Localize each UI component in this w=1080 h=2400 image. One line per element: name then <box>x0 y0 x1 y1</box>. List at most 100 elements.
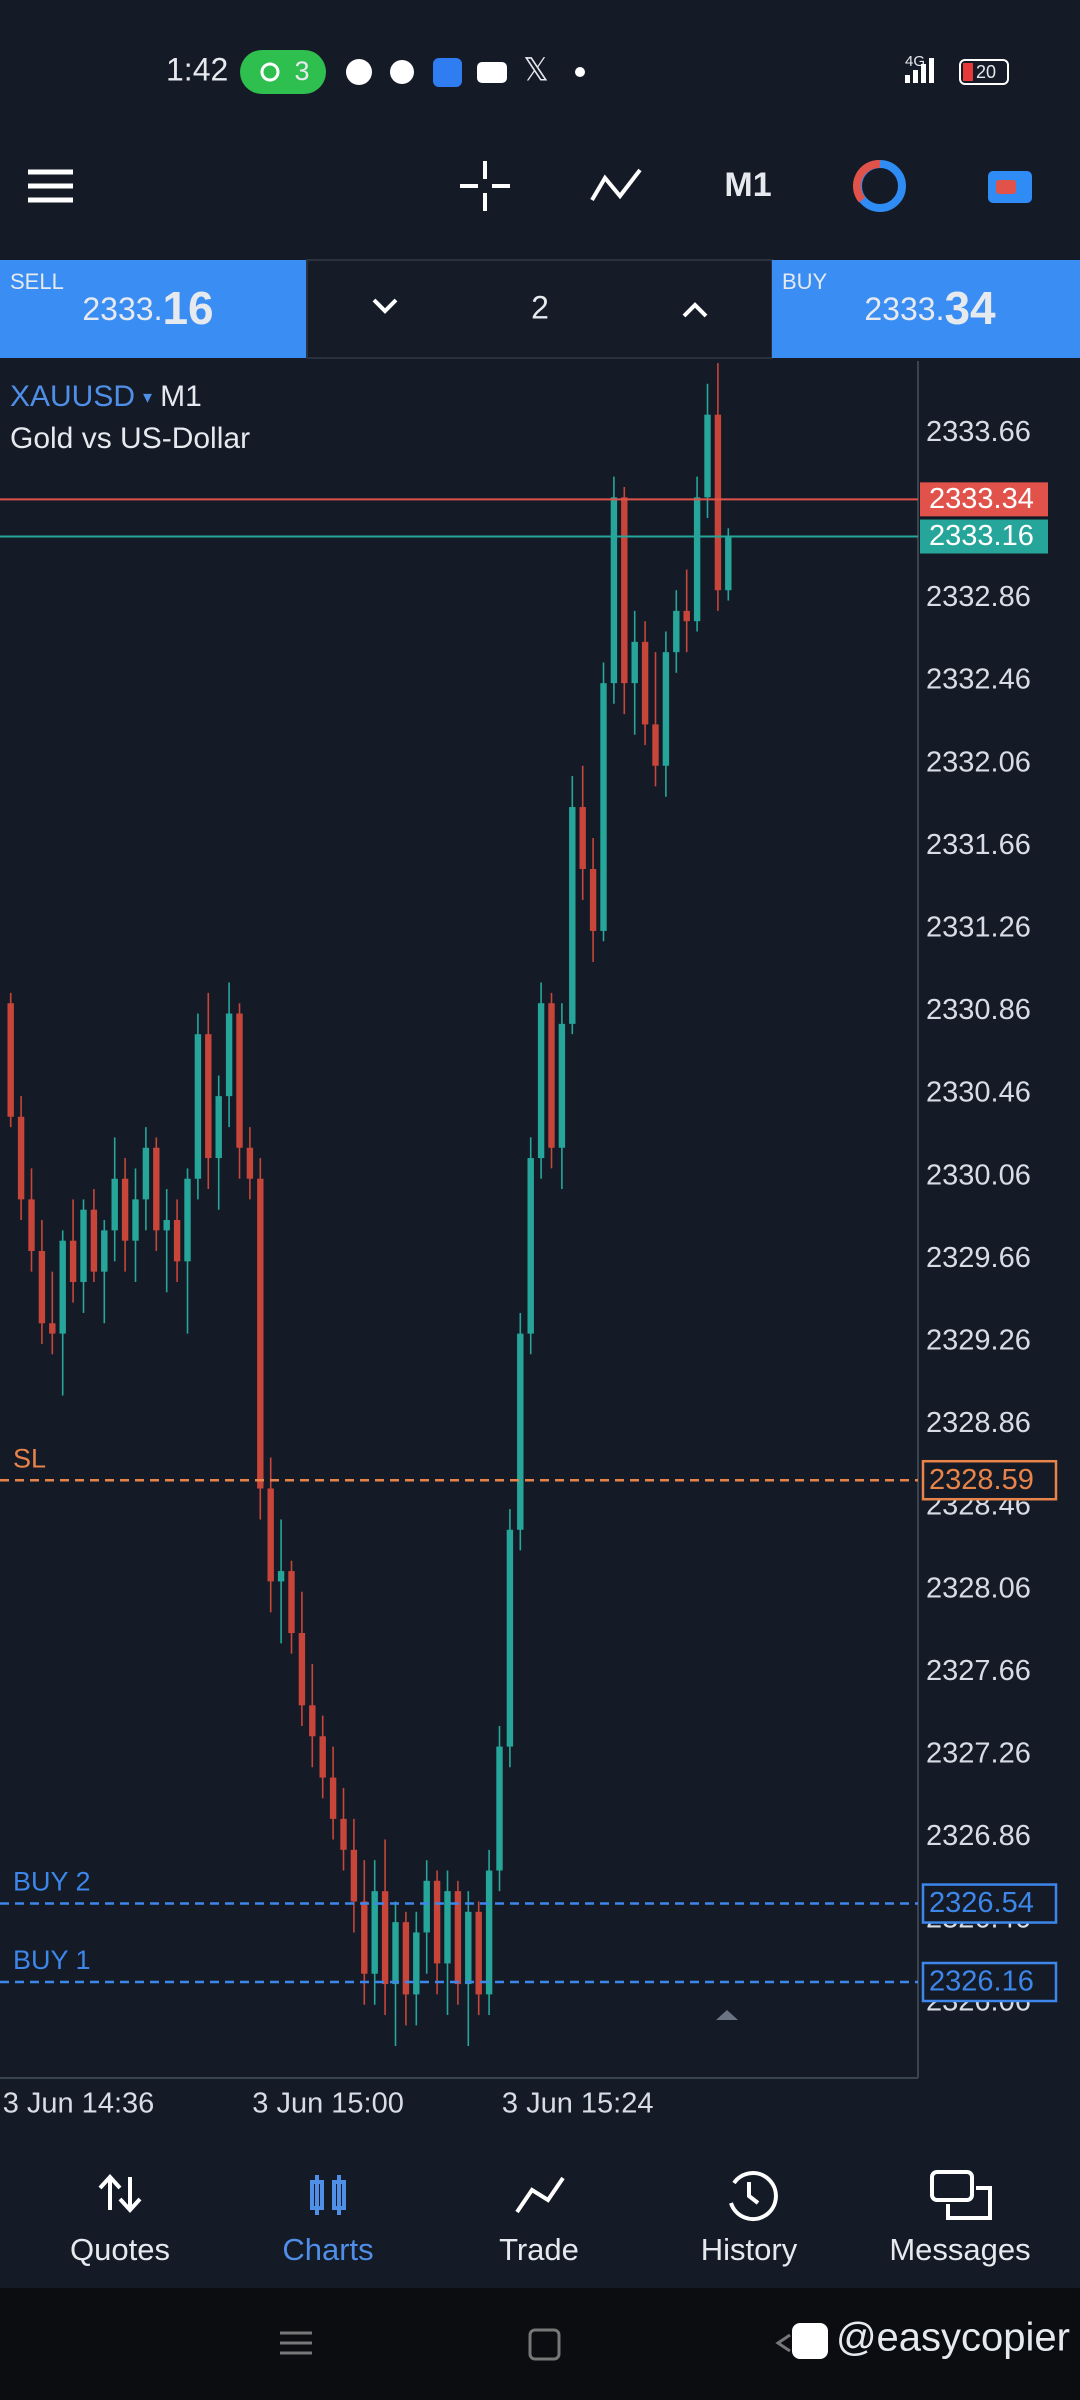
battery-text: 20 <box>976 62 996 82</box>
candle-body <box>111 1178 118 1231</box>
candle-body <box>257 1178 264 1489</box>
x-tick-label: 3 Jun 15:24 <box>502 2088 654 2120</box>
candle-body <box>392 1922 399 1985</box>
candle-body <box>652 724 659 766</box>
y-tick-label: 2332.86 <box>926 581 1031 613</box>
candle-body <box>38 1251 46 1324</box>
buy-price-prefix: 2333. <box>864 291 944 327</box>
system-menu[interactable] <box>280 2331 312 2355</box>
candle-body <box>173 1220 181 1262</box>
candle-body <box>631 641 638 684</box>
nav-quotes[interactable]: Quotes <box>70 2232 170 2267</box>
battery <box>959 59 1009 85</box>
y-tick-label: 2329.66 <box>926 1242 1031 1274</box>
timeframe-button[interactable]: M1 <box>724 166 771 204</box>
network: 4G <box>905 53 925 70</box>
candle-body <box>527 1158 534 1334</box>
y-tick-label: 2328.86 <box>926 1407 1031 1439</box>
nav-history[interactable]: History <box>701 2232 798 2267</box>
trade-mode-icon <box>852 160 881 203</box>
system-home[interactable] <box>528 2328 561 2361</box>
candle-body <box>423 1880 430 1933</box>
candle-body <box>506 1529 514 1747</box>
nav-trade[interactable]: Trade <box>499 2232 579 2267</box>
level-name: SL <box>13 1443 46 1473</box>
nav-icon-quotes <box>98 2174 142 2213</box>
clock: 1:42 <box>166 51 228 87</box>
candle-body <box>548 1003 555 1148</box>
level-name: BUY 1 <box>13 1945 91 1975</box>
y-tick-label: 2332.46 <box>926 664 1031 696</box>
candle-body <box>49 1323 56 1334</box>
level-name: BUY 2 <box>13 1867 91 1897</box>
candle-body <box>673 610 680 653</box>
system-nav <box>0 2288 1080 2400</box>
sell-button[interactable] <box>0 260 307 358</box>
candle-body <box>17 1116 25 1200</box>
facebook-icon <box>792 2323 828 2359</box>
candle-body <box>194 1034 202 1179</box>
candle-body <box>277 1571 285 1582</box>
y-tick-label: 2326.86 <box>926 1820 1031 1852</box>
y-tick-label: 2328.06 <box>926 1572 1031 1604</box>
candle-body <box>704 414 711 498</box>
y-tick-label: 2329.26 <box>926 1325 1031 1357</box>
candle-body <box>153 1147 160 1231</box>
candle-body <box>121 1178 129 1241</box>
level-tag <box>921 1883 1058 1924</box>
candle-body <box>90 1209 98 1272</box>
crosshair-button[interactable] <box>460 161 510 211</box>
watermark: @easycopier <box>836 2316 1070 2360</box>
candle-body <box>413 1932 420 1995</box>
candle-body <box>288 1571 295 1634</box>
battery-level <box>963 63 973 81</box>
notif-icon <box>477 62 507 83</box>
candle-body <box>298 1633 306 1706</box>
candle-body <box>454 1891 462 1985</box>
candle-body <box>28 1199 35 1252</box>
volume[interactable]: 2 <box>531 289 549 325</box>
level-tag-label: 2326.54 <box>929 1887 1034 1919</box>
nav-messages[interactable]: Messages <box>889 2232 1030 2267</box>
nav-icon-trade <box>515 2176 565 2214</box>
candle-body <box>80 1209 87 1282</box>
candle-body <box>496 1746 503 1871</box>
candle-body <box>589 868 597 931</box>
notif-icon <box>433 58 462 87</box>
y-tick-label: 2332.06 <box>926 746 1031 778</box>
nav-charts[interactable]: Charts <box>282 2232 373 2267</box>
signal-icon <box>905 58 934 83</box>
y-tick-label: 2327.66 <box>926 1655 1031 1687</box>
menu-button[interactable] <box>28 169 73 203</box>
level-tag-label: 2328.59 <box>929 1464 1034 1496</box>
system-back[interactable] <box>775 2333 791 2353</box>
candle-body <box>610 497 618 684</box>
volume-down[interactable] <box>372 298 398 314</box>
notif-dot <box>575 67 585 77</box>
sell-label: SELL <box>10 269 64 294</box>
price-tag <box>920 519 1048 554</box>
indicators-button[interactable] <box>590 168 642 202</box>
level-tag-label: 2326.16 <box>929 1966 1034 1998</box>
candle-body <box>69 1240 77 1282</box>
candle-body <box>475 1911 482 1995</box>
nav-icon-charts <box>310 2175 346 2215</box>
candle-body <box>444 1891 451 1964</box>
candle-body <box>381 1891 389 1985</box>
one-click-icon <box>996 180 1016 194</box>
candle-body <box>350 1849 358 1902</box>
buy-button[interactable] <box>772 260 1080 358</box>
candle-body <box>433 1880 441 1964</box>
candle-body <box>465 1911 472 1985</box>
candle-body <box>579 807 586 869</box>
buy-price: 2333.34 <box>864 282 996 334</box>
candle-body <box>714 414 722 591</box>
level-tag <box>921 1961 1058 2003</box>
scroll-marker <box>716 2010 738 2020</box>
hotspot-pill <box>240 50 326 94</box>
volume-up[interactable] <box>682 302 708 318</box>
notif-icon: 𝕏 <box>523 51 549 87</box>
